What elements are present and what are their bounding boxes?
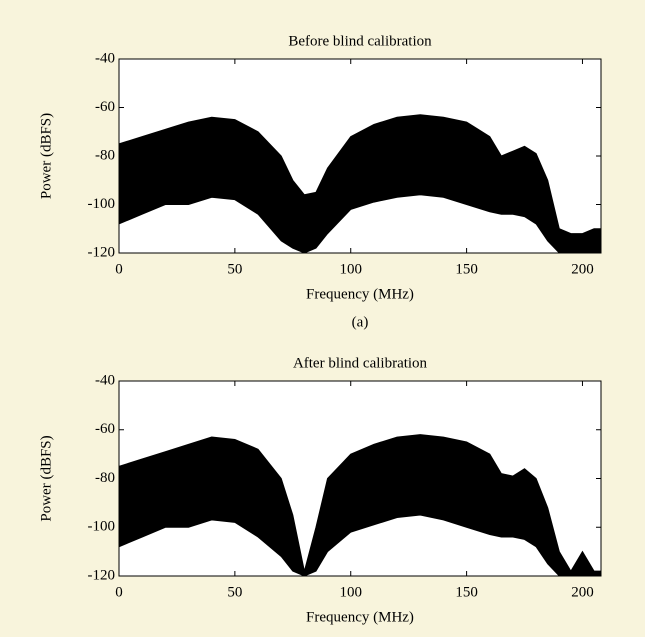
y-tick-label: -60 <box>95 99 115 115</box>
x-tick-label: 50 <box>227 261 242 277</box>
x-axis-label: Frequency (MHz) <box>306 609 414 625</box>
y-tick-label: -100 <box>88 196 116 212</box>
y-tick-label: -80 <box>95 147 115 163</box>
x-tick-label: 0 <box>115 261 123 277</box>
y-tick-label: -100 <box>88 519 116 535</box>
x-tick-label: 200 <box>571 584 594 600</box>
y-tick-label: -40 <box>95 372 115 388</box>
y-tick-label: -120 <box>88 567 116 583</box>
y-tick-label: -80 <box>95 470 115 486</box>
caption: (a) <box>352 314 369 330</box>
x-tick-label: 150 <box>455 584 478 600</box>
y-tick-label: -40 <box>95 50 115 66</box>
y-tick-label: -60 <box>95 421 115 437</box>
x-tick-label: 150 <box>455 261 478 277</box>
x-tick-label: 200 <box>571 261 594 277</box>
y-axis-label: Power (dBFS) <box>38 113 54 199</box>
x-tick-label: 50 <box>227 584 242 600</box>
y-axis-label: Power (dBFS) <box>38 435 54 521</box>
x-axis-label: Frequency (MHz) <box>306 286 414 302</box>
y-tick-label: -120 <box>88 244 116 260</box>
x-tick-label: 100 <box>339 584 362 600</box>
x-tick-label: 100 <box>339 261 362 277</box>
chart-title: Before blind calibration <box>288 33 432 49</box>
x-tick-label: 0 <box>115 584 123 600</box>
chart-title: After blind calibration <box>293 355 428 371</box>
